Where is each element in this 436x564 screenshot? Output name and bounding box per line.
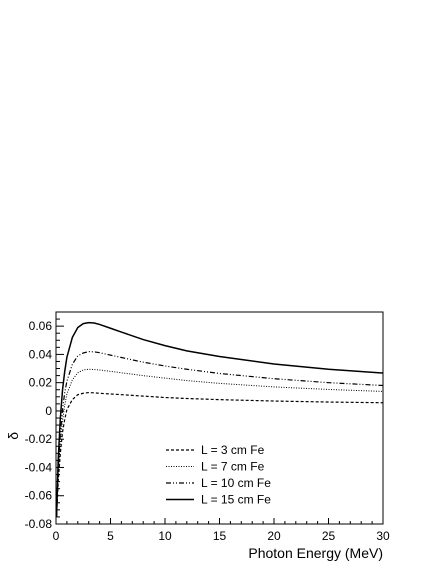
series-lines	[55, 321, 384, 517]
y-tick-label: 0.06	[29, 319, 53, 333]
series-line	[55, 321, 384, 517]
legend-label: L = 3 cm Fe	[201, 443, 265, 457]
y-tick-label: -0.08	[25, 517, 53, 531]
series-line	[55, 391, 384, 517]
x-tick-label: 20	[267, 529, 281, 543]
x-tick-label: 5	[107, 529, 114, 543]
y-tick-label: -0.06	[25, 489, 53, 503]
x-tick-label: 15	[213, 529, 227, 543]
y-tick-label: 0.04	[29, 347, 53, 361]
legend-label: L = 10 cm Fe	[201, 476, 271, 490]
axis-tick-labels: 0 5 10 15 20 25 30 -0.08 -0.06 -0.04 -0.02 0 0.02 0.0…	[25, 319, 390, 543]
legend-label: L = 7 cm Fe	[201, 460, 265, 474]
y-tick-label: -0.04	[25, 460, 53, 474]
x-tick-label: 10	[158, 529, 172, 543]
x-axis-title: Photon Energy (MeV)	[248, 545, 383, 561]
x-tick-label: 0	[53, 529, 60, 543]
legend-label: L = 15 cm Fe	[201, 493, 271, 507]
y-tick-label: 0.02	[29, 376, 53, 390]
legend: L = 3 cm Fe L = 7 cm Fe L = 10 cm Fe L = 15…	[166, 443, 271, 507]
x-tick-label: 25	[322, 529, 336, 543]
x-tick-label: 30	[376, 529, 390, 543]
y-tick-label: 0	[45, 404, 52, 418]
y-axis-title: δ	[5, 432, 21, 440]
y-tick-label: -0.02	[25, 432, 53, 446]
